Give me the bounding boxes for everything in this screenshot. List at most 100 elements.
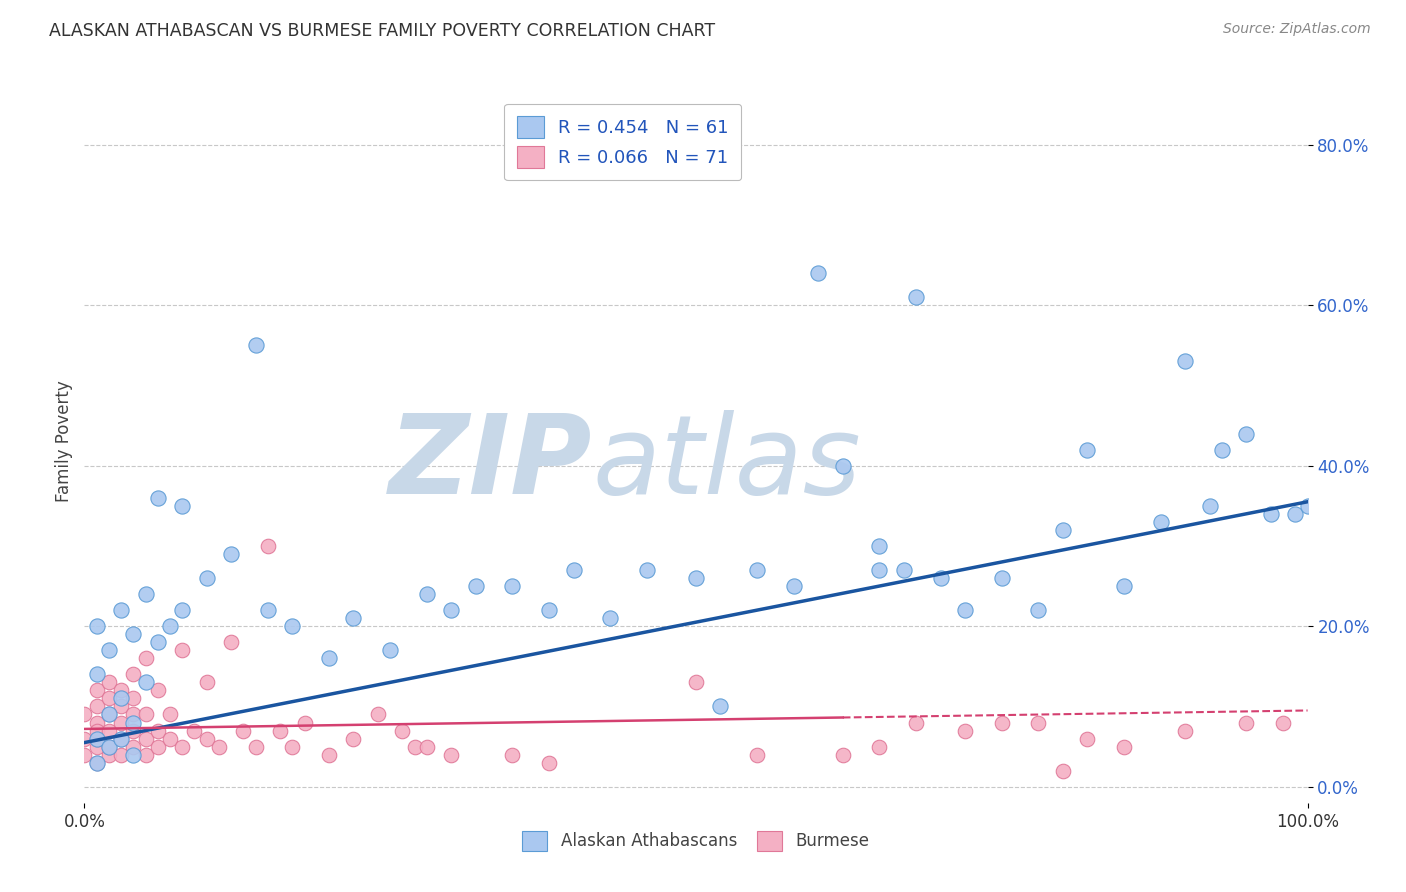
Point bbox=[380, 643, 402, 657]
Text: Source: ZipAtlas.com: Source: ZipAtlas.com bbox=[1223, 22, 1371, 37]
Point bbox=[122, 667, 145, 681]
Point bbox=[97, 723, 120, 738]
Point bbox=[831, 458, 853, 473]
Point bbox=[86, 683, 108, 698]
Point bbox=[219, 547, 242, 561]
Point bbox=[294, 715, 316, 730]
Point bbox=[440, 603, 463, 617]
Point bbox=[110, 747, 132, 762]
Point bbox=[1076, 442, 1098, 457]
Point bbox=[122, 715, 145, 730]
Point bbox=[869, 563, 891, 577]
Point bbox=[86, 756, 108, 770]
Point bbox=[86, 731, 108, 746]
Point bbox=[538, 603, 561, 617]
Point bbox=[831, 747, 853, 762]
Point bbox=[318, 651, 340, 665]
Point bbox=[110, 731, 132, 746]
Point bbox=[86, 667, 108, 681]
Point bbox=[416, 587, 439, 601]
Text: ALASKAN ATHABASCAN VS BURMESE FAMILY POVERTY CORRELATION CHART: ALASKAN ATHABASCAN VS BURMESE FAMILY POV… bbox=[49, 22, 716, 40]
Point bbox=[86, 731, 108, 746]
Point bbox=[73, 707, 96, 722]
Point bbox=[1174, 723, 1197, 738]
Point bbox=[195, 571, 218, 585]
Point bbox=[110, 691, 132, 706]
Point bbox=[1236, 426, 1258, 441]
Point bbox=[135, 747, 157, 762]
Point bbox=[807, 266, 830, 280]
Point bbox=[391, 723, 413, 738]
Point bbox=[257, 603, 280, 617]
Point bbox=[159, 731, 181, 746]
Point bbox=[73, 731, 96, 746]
Point bbox=[219, 635, 242, 649]
Point bbox=[146, 491, 169, 505]
Point bbox=[869, 739, 891, 754]
Point bbox=[1028, 715, 1050, 730]
Point bbox=[86, 739, 108, 754]
Point bbox=[86, 723, 108, 738]
Point bbox=[135, 731, 157, 746]
Point bbox=[709, 699, 731, 714]
Point bbox=[135, 675, 157, 690]
Point bbox=[97, 739, 120, 754]
Point bbox=[464, 579, 486, 593]
Point bbox=[1284, 507, 1306, 521]
Point bbox=[404, 739, 426, 754]
Point bbox=[953, 723, 976, 738]
Point bbox=[1272, 715, 1295, 730]
Point bbox=[86, 756, 108, 770]
Point bbox=[110, 715, 132, 730]
Point bbox=[122, 747, 145, 762]
Point bbox=[146, 683, 169, 698]
Legend: Alaskan Athabascans, Burmese: Alaskan Athabascans, Burmese bbox=[515, 822, 877, 860]
Point bbox=[172, 643, 194, 657]
Point bbox=[208, 739, 231, 754]
Point bbox=[783, 579, 806, 593]
Point bbox=[122, 739, 145, 754]
Point bbox=[991, 715, 1014, 730]
Point bbox=[73, 747, 96, 762]
Point bbox=[893, 563, 915, 577]
Point bbox=[122, 691, 145, 706]
Point bbox=[1114, 739, 1136, 754]
Point bbox=[245, 338, 267, 352]
Point bbox=[1296, 499, 1319, 513]
Point bbox=[86, 715, 108, 730]
Point bbox=[599, 611, 621, 625]
Point bbox=[110, 731, 132, 746]
Point bbox=[1076, 731, 1098, 746]
Point bbox=[122, 723, 145, 738]
Point bbox=[1236, 715, 1258, 730]
Point bbox=[1028, 603, 1050, 617]
Point bbox=[86, 699, 108, 714]
Text: ZIP: ZIP bbox=[388, 409, 592, 516]
Point bbox=[172, 739, 194, 754]
Point bbox=[172, 499, 194, 513]
Point bbox=[1052, 764, 1074, 778]
Point bbox=[538, 756, 561, 770]
Point bbox=[502, 579, 524, 593]
Point bbox=[281, 619, 304, 633]
Point bbox=[110, 683, 132, 698]
Point bbox=[562, 563, 585, 577]
Point bbox=[97, 643, 120, 657]
Point bbox=[685, 571, 707, 585]
Point bbox=[146, 739, 169, 754]
Point bbox=[905, 290, 928, 304]
Point bbox=[953, 603, 976, 617]
Point bbox=[636, 563, 658, 577]
Point bbox=[318, 747, 340, 762]
Point bbox=[146, 723, 169, 738]
Point bbox=[1198, 499, 1220, 513]
Point bbox=[440, 747, 463, 762]
Point bbox=[110, 603, 132, 617]
Point bbox=[1150, 515, 1173, 529]
Point bbox=[135, 587, 157, 601]
Point bbox=[183, 723, 205, 738]
Point bbox=[342, 611, 364, 625]
Point bbox=[367, 707, 389, 722]
Point bbox=[110, 699, 132, 714]
Point bbox=[195, 675, 218, 690]
